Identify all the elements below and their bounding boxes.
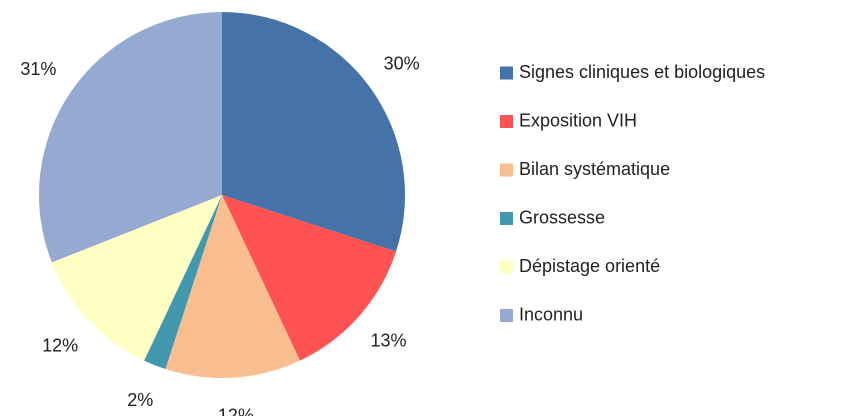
pie-slice xyxy=(39,12,223,263)
legend-swatch xyxy=(500,115,513,128)
data-label: 2% xyxy=(127,390,153,410)
pie-slice xyxy=(222,195,397,361)
pie-slice xyxy=(51,195,222,361)
legend-label: Exposition VIH xyxy=(519,110,637,130)
legend-label: Signes cliniques et biologiques xyxy=(519,62,765,82)
legend-swatch xyxy=(500,212,513,225)
data-label: 31% xyxy=(20,59,56,79)
data-label: 12% xyxy=(42,336,78,356)
data-label: 12% xyxy=(218,405,254,416)
pie-slice xyxy=(165,195,300,378)
data-label: 30% xyxy=(384,53,420,73)
legend-label: Inconnu xyxy=(519,304,583,324)
legend-label: Bilan systématique xyxy=(519,159,670,179)
legend-label: Dépistage orienté xyxy=(519,256,660,276)
legend-swatch xyxy=(500,163,513,177)
pie-slice xyxy=(222,12,405,252)
legend-label: Grossesse xyxy=(519,207,605,227)
pie-slice xyxy=(144,195,222,370)
legend-swatch xyxy=(500,309,513,322)
data-label: 13% xyxy=(371,331,407,351)
legend-swatch xyxy=(500,260,513,274)
legend-swatch xyxy=(500,66,513,80)
